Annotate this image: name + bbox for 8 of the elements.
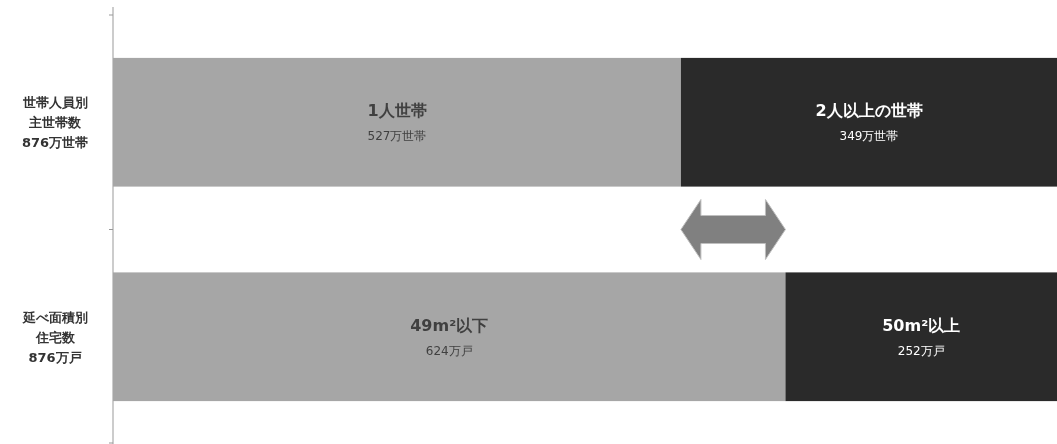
- y-tick-label: 延べ面積別住宅数: [21, 309, 88, 345]
- y-tick-label: 世帯人員別主世帯数: [21, 95, 88, 131]
- total-label: 876万戸: [28, 349, 82, 365]
- data-label: 1人世帯 527万世帯: [367, 101, 427, 144]
- data-label: 49m²以下 624万戸: [410, 315, 489, 358]
- total-label: 876万世帯: [21, 135, 89, 151]
- data-label: 50m²以上 252万戸: [882, 315, 961, 358]
- data-label: 2人以上の世帯 349万世帯: [815, 101, 923, 144]
